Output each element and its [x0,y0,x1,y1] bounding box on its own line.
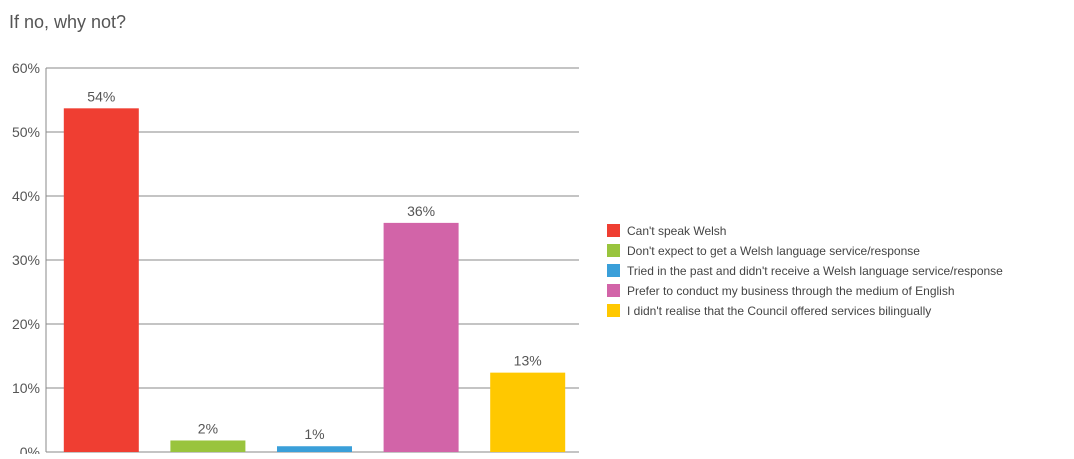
legend-label: Tried in the past and didn't receive a W… [627,264,1003,278]
data-label: 2% [198,420,218,436]
legend-label: Can't speak Welsh [627,224,726,238]
data-label: 54% [87,88,115,104]
legend-swatch [607,284,620,297]
legend: Can't speak Welsh Don't expect to get a W… [607,224,1003,318]
legend-swatch [607,224,620,237]
legend-swatch [607,264,620,277]
y-tick-label: 10% [12,380,40,396]
bar [170,440,246,452]
bar [383,222,459,452]
legend-swatch [607,304,620,317]
bar [490,372,566,452]
data-label: 13% [514,353,542,369]
bars [63,108,566,452]
legend-label: I didn't realise that the Council offere… [627,304,931,318]
y-tick-label: 60% [12,60,40,76]
y-tick-label: 40% [12,188,40,204]
y-tick-label: 20% [12,316,40,332]
data-labels: 54% 2% 1% 36% 13% [87,88,541,442]
y-tick-label: 0% [20,444,40,454]
legend-label: Prefer to conduct my business through th… [627,284,955,298]
y-tick-label: 30% [12,252,40,268]
legend-swatch [607,244,620,257]
bar [277,446,352,452]
y-axis: 0% 10% 20% 30% 40% 50% 60% [12,60,47,459]
chart-title: If no, why not? [9,12,126,32]
y-tick-label: 50% [12,124,40,140]
data-label: 1% [304,426,324,442]
legend-label: Don't expect to get a Welsh language ser… [627,244,920,258]
data-label: 36% [407,203,435,219]
bar [63,108,139,452]
